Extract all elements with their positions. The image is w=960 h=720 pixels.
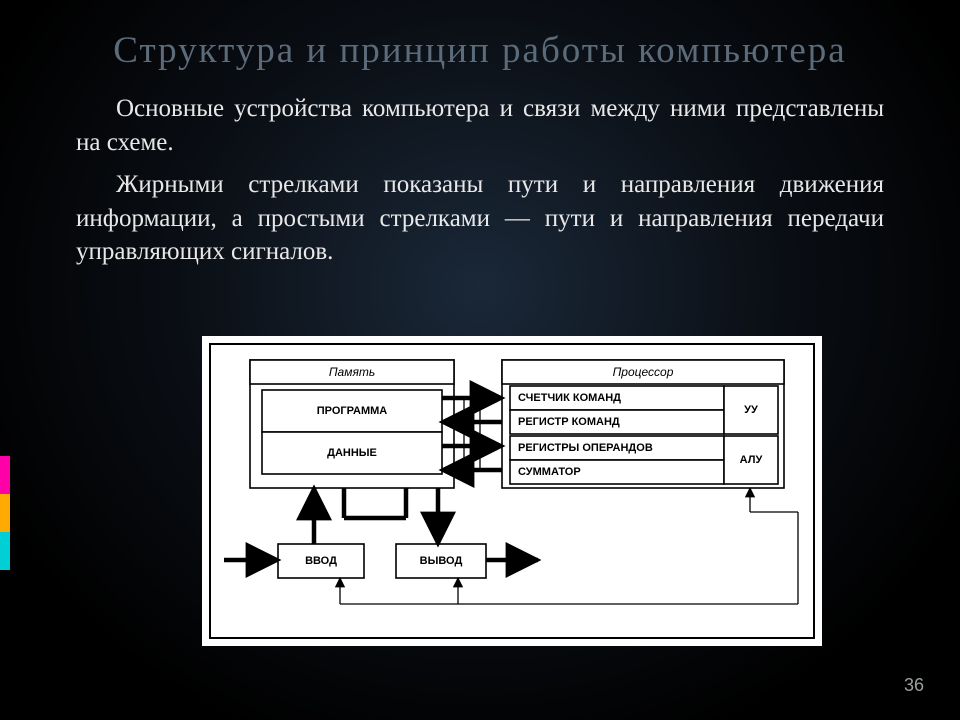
node-label-operand-reg: РЕГИСТРЫ ОПЕРАНДОВ bbox=[518, 442, 653, 454]
node-label-program: ПРОГРАММА bbox=[317, 405, 388, 417]
node-label-mem-header: Память bbox=[329, 365, 375, 379]
node-label-output: ВЫВОД bbox=[420, 555, 463, 567]
node-label-alu: АЛУ bbox=[740, 454, 763, 466]
node-label-sumator: СУММАТОР bbox=[518, 466, 581, 478]
accent-stripe bbox=[0, 494, 10, 532]
diagram-container: Память ПРОГРАММА ДАННЫЕ Процессор СЧЕТЧИК КО… bbox=[202, 336, 822, 646]
accent-stripe bbox=[0, 456, 10, 494]
slide-title: Структура и принцип работы компьютера bbox=[0, 0, 960, 74]
node-label-data: ДАННЫЕ bbox=[327, 447, 377, 459]
node-label-cmd-counter: СЧЕТЧИК КОМАНД bbox=[518, 392, 621, 404]
diagram-svg: Память ПРОГРАММА ДАННЫЕ Процессор СЧЕТЧИК КО… bbox=[202, 336, 822, 646]
node-label-uu: УУ bbox=[744, 404, 758, 416]
node-label-input: ВВОД bbox=[305, 555, 337, 567]
paragraph-1: Основные устройства компьютера и связи м… bbox=[76, 92, 884, 160]
slide-body: Основные устройства компьютера и связи м… bbox=[0, 74, 960, 269]
paragraph-2: Жирными стрелками показаны пути и направ… bbox=[76, 168, 884, 269]
node-label-cpu-header: Процессор bbox=[613, 365, 674, 379]
page-number: 36 bbox=[904, 675, 924, 696]
node-label-cmd-reg: РЕГИСТР КОМАНД bbox=[518, 416, 620, 428]
accent-stripe bbox=[0, 532, 10, 570]
